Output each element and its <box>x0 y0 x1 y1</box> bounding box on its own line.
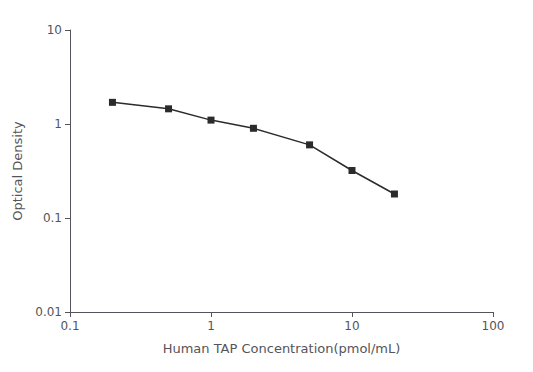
svg-text:0.1: 0.1 <box>60 319 79 333</box>
svg-text:Human TAP Concentration(pmol/m: Human TAP Concentration(pmol/mL) <box>163 341 401 356</box>
svg-text:1: 1 <box>54 117 62 131</box>
svg-text:1: 1 <box>207 319 215 333</box>
svg-text:10: 10 <box>344 319 359 333</box>
svg-text:0.01: 0.01 <box>35 305 62 319</box>
svg-text:100: 100 <box>482 319 505 333</box>
svg-text:10: 10 <box>47 23 62 37</box>
svg-text:0.1: 0.1 <box>43 211 62 225</box>
svg-text:Optical Density: Optical Density <box>10 121 25 221</box>
